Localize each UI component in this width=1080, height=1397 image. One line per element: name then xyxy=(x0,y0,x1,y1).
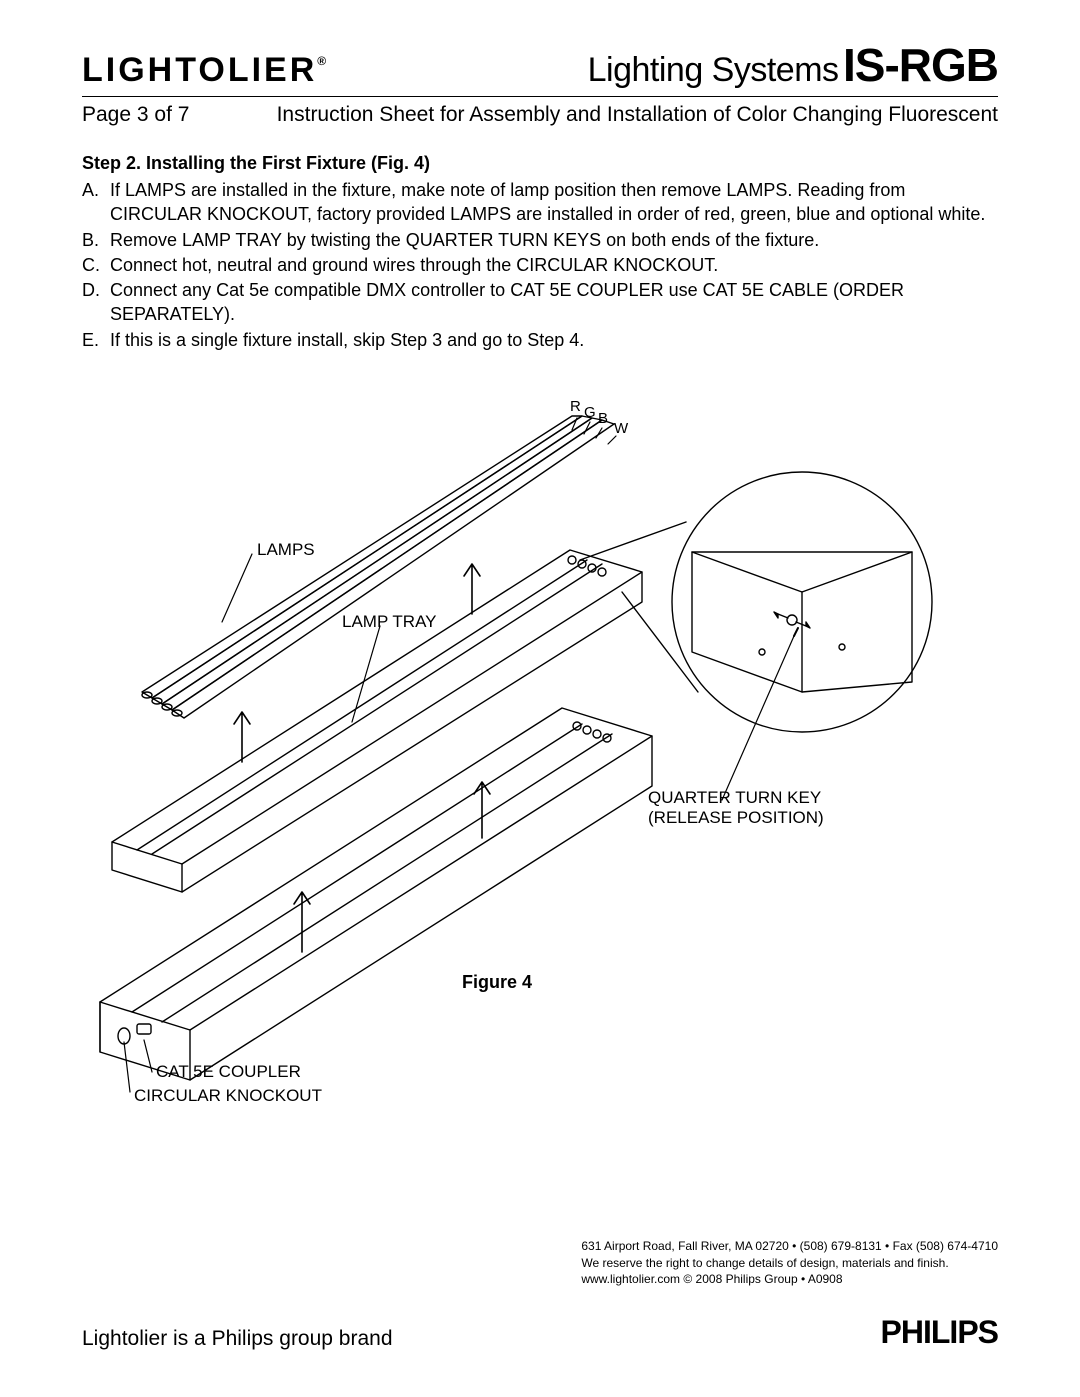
doc-subtitle: Instruction Sheet for Assembly and Insta… xyxy=(277,103,998,127)
brand-logo: LIGHTOLIER® xyxy=(82,51,329,92)
philips-logo: PHILIPS xyxy=(881,1314,998,1351)
page-number: Page 3 of 7 xyxy=(82,103,189,127)
footer-info: 631 Airport Road, Fall River, MA 02720 •… xyxy=(581,1238,998,1287)
lamp-g-label: G xyxy=(584,404,596,421)
lamp-b-label: B xyxy=(598,410,608,427)
step-title: Step 2. Installing the First Fixture (Fi… xyxy=(82,153,998,174)
lamp-r-label: R xyxy=(570,398,581,415)
lamp-tray-label: LAMP TRAY xyxy=(342,612,436,632)
figure-4: R G B W LAMPS LAMP TRAY QUARTER TURN KEY… xyxy=(82,392,998,1112)
knockout-label: CIRCULAR KNOCKOUT xyxy=(134,1086,322,1106)
figure-caption: Figure 4 xyxy=(462,972,532,993)
cat5e-label: CAT 5E COUPLER xyxy=(156,1062,301,1082)
quarter-turn-label: QUARTER TURN KEY (RELEASE POSITION) xyxy=(648,788,824,829)
brand-tagline: Lightolier is a Philips group brand xyxy=(82,1327,393,1351)
lamps-label: LAMPS xyxy=(257,540,315,560)
doc-title: Lighting Systems IS-RGB xyxy=(588,38,998,92)
lamp-w-label: W xyxy=(614,420,628,437)
step-list: A.If LAMPS are installed in the fixture,… xyxy=(82,178,998,352)
header-rule xyxy=(82,96,998,97)
